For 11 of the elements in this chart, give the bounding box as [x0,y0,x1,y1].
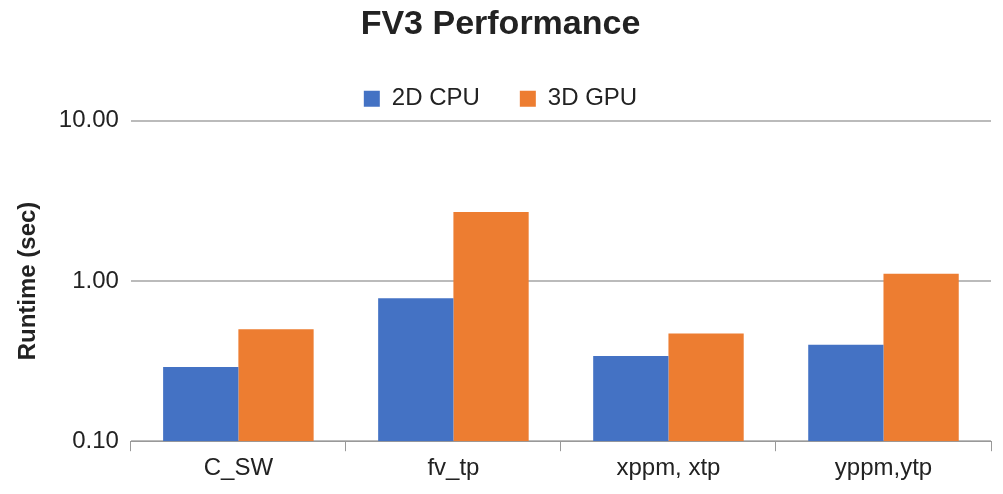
x-tick-label: C_SW [203,453,274,481]
y-tick-label: 1.00 [72,265,119,293]
y-axis-title: Runtime (sec) [13,201,41,361]
y-tick-label: 0.10 [72,425,119,453]
legend-label: 2D CPU [391,83,480,111]
x-tick-label: fv_tp [427,453,480,481]
legend-label: 3D GPU [547,83,638,111]
chart-title: FV3 Performance [360,2,641,41]
y-tick-label: 10.00 [58,105,119,133]
x-tick-label: xppm, xtp [616,453,721,481]
x-tick-label: yppm,ytp [834,453,933,481]
